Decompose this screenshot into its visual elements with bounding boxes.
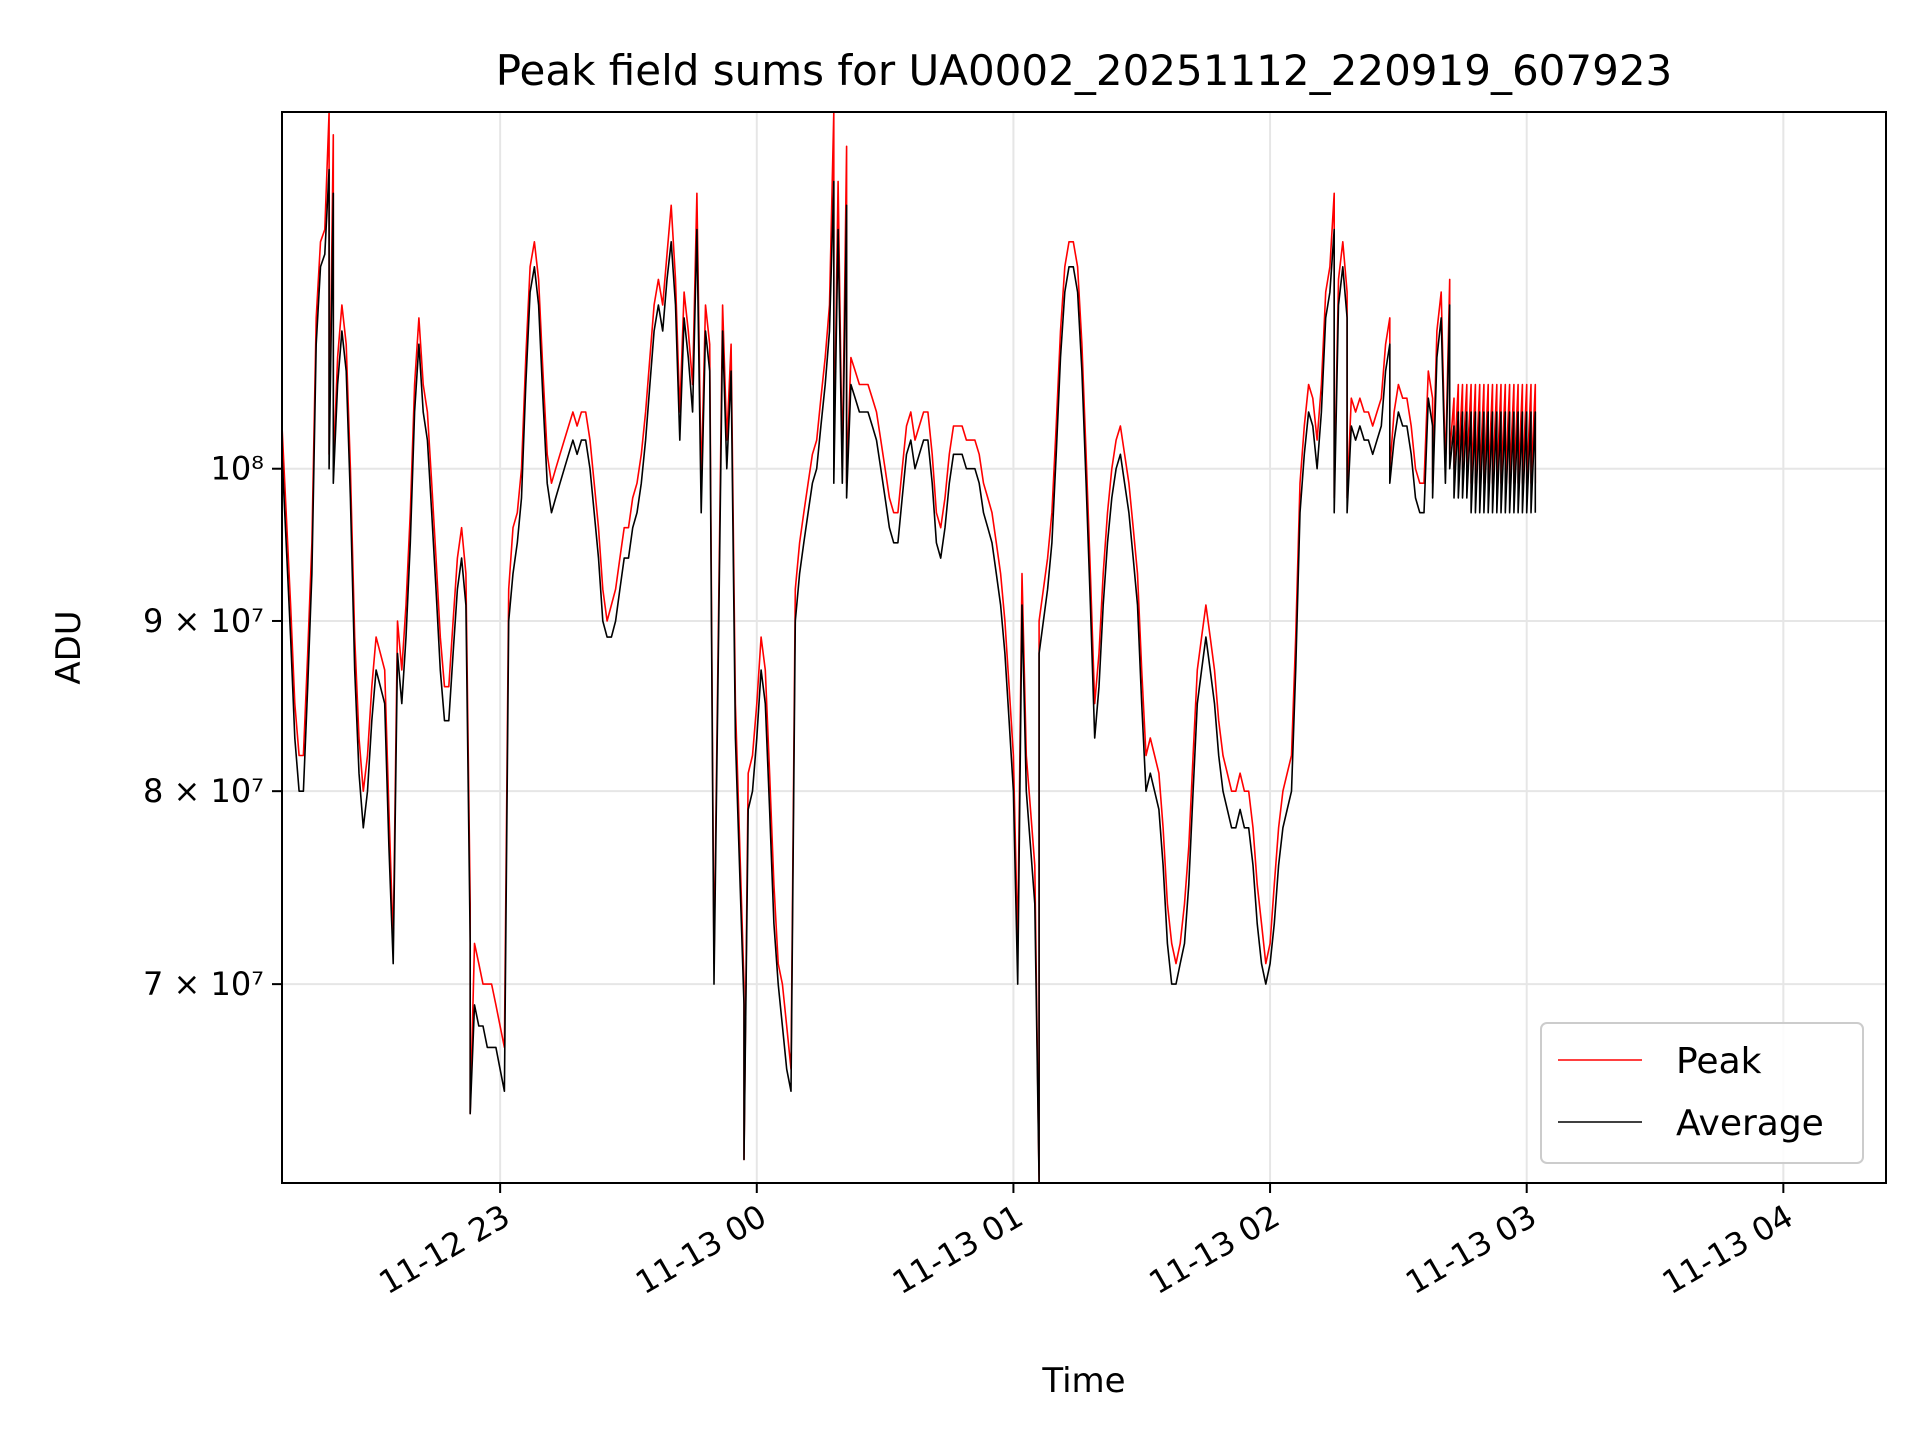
series-layer (281, 111, 1537, 1184)
grid (282, 112, 1886, 1183)
legend: Peak Average (1540, 1022, 1864, 1164)
chart-title: Peak field sums for UA0002_20251112_2209… (496, 46, 1673, 95)
legend-label-average: Average (1676, 1103, 1824, 1144)
legend-label-peak: Peak (1676, 1041, 1762, 1082)
y-axis-label: ADU (49, 610, 89, 684)
y-tick-label: 9 × 10⁷ (143, 602, 264, 640)
legend-box (1540, 1022, 1864, 1164)
y-tick-label: 7 × 10⁷ (143, 965, 264, 1003)
axes-frame (281, 111, 1887, 1184)
series-line-average (281, 168, 1537, 1184)
series-line-peak (281, 111, 1537, 1184)
y-tick-label: 10⁸ (210, 450, 264, 488)
x-axis-label: Time (1041, 1361, 1125, 1401)
y-tick-label: 8 × 10⁷ (143, 772, 264, 810)
